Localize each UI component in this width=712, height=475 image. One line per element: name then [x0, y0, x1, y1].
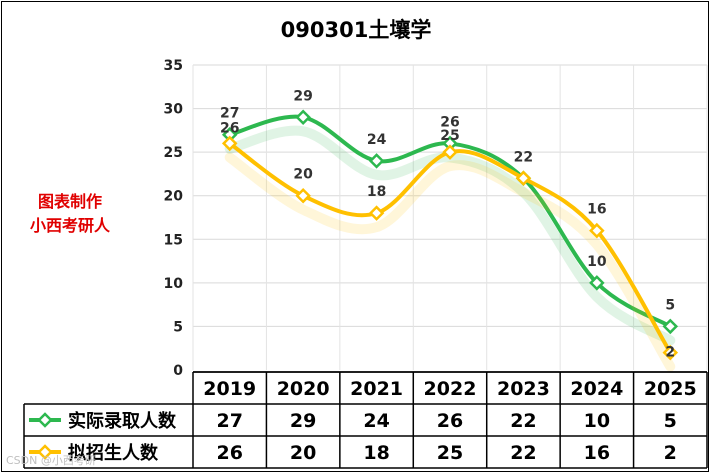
- data-label-actual: 22: [514, 149, 533, 165]
- y-tick-label: 15: [164, 232, 183, 248]
- table-cell-actual: 22: [510, 410, 536, 432]
- table-cell-planned: 26: [216, 442, 242, 464]
- data-label-planned: 18: [367, 184, 386, 200]
- series-planned-marker: [295, 187, 311, 204]
- table-cell-actual: 26: [437, 410, 463, 432]
- legend-actual-label: 实际录取人数: [68, 410, 177, 432]
- series-actual-marker: [589, 275, 605, 291]
- y-tick-label: 5: [173, 319, 183, 335]
- series-actual-marker: [662, 318, 679, 335]
- data-label-planned: 25: [440, 128, 459, 144]
- y-tick-label: 30: [164, 102, 184, 118]
- data-label-planned: 2: [665, 345, 675, 361]
- data-label-actual: 27: [220, 106, 239, 122]
- series-actual-shadow: [224, 125, 676, 346]
- legend-planned-marker: [37, 444, 53, 460]
- x-tick-label: 2020: [277, 378, 330, 400]
- side-label-line-2: 小西考研人: [29, 216, 110, 235]
- legend-planned-label: 拟招生人数: [68, 442, 159, 464]
- table-cell-planned: 16: [584, 442, 610, 464]
- series-planned-marker: [662, 344, 679, 361]
- table-cell-planned: 20: [290, 442, 316, 464]
- series-planned-marker: [589, 222, 605, 239]
- series-planned-marker: [368, 205, 385, 221]
- table-cell-actual: 10: [584, 410, 610, 432]
- x-tick-label: 2025: [644, 378, 697, 400]
- data-label-actual: 5: [665, 297, 675, 313]
- x-tick-label: 2019: [203, 378, 256, 400]
- table-cell-planned: 25: [437, 442, 463, 464]
- data-label-actual: 10: [587, 254, 607, 270]
- table-cell-actual: 5: [664, 410, 677, 432]
- y-tick-label: 25: [164, 145, 183, 161]
- table-cell-planned: 2: [664, 442, 677, 464]
- data-label-actual: 24: [367, 132, 387, 148]
- series-planned-marker: [221, 135, 238, 152]
- series-actual-marker: [295, 109, 311, 126]
- table-cell-actual: 29: [290, 410, 316, 432]
- y-tick-label: 10: [164, 276, 184, 292]
- side-label-line-1: 图表制作: [37, 192, 102, 211]
- watermark: CSDN @小西考研: [6, 454, 96, 467]
- x-tick-label: 2023: [497, 378, 550, 400]
- table-cell-planned: 22: [510, 442, 536, 464]
- table-cell-actual: 24: [363, 410, 389, 432]
- chart-title: 090301土壤学: [280, 18, 432, 42]
- data-label-planned: 26: [220, 120, 239, 136]
- series-planned-marker: [442, 144, 458, 160]
- series-actual-marker: [368, 153, 385, 169]
- x-tick-label: 2021: [350, 378, 403, 400]
- table-cell-actual: 27: [216, 410, 242, 432]
- series-planned-marker: [515, 170, 532, 187]
- y-tick-label: 0: [173, 363, 183, 379]
- legend-actual-marker: [37, 412, 53, 428]
- x-tick-label: 2022: [424, 378, 477, 400]
- series-planned-shadow: [224, 152, 676, 372]
- data-label-actual: 29: [293, 88, 312, 104]
- x-tick-label: 2024: [570, 378, 623, 400]
- data-label-planned: 16: [587, 202, 606, 218]
- data-label-planned: 20: [293, 167, 313, 183]
- table-cell-planned: 18: [363, 442, 389, 464]
- y-tick-label: 35: [164, 58, 183, 74]
- y-tick-label: 20: [164, 189, 184, 205]
- data-label-actual: 26: [440, 114, 459, 130]
